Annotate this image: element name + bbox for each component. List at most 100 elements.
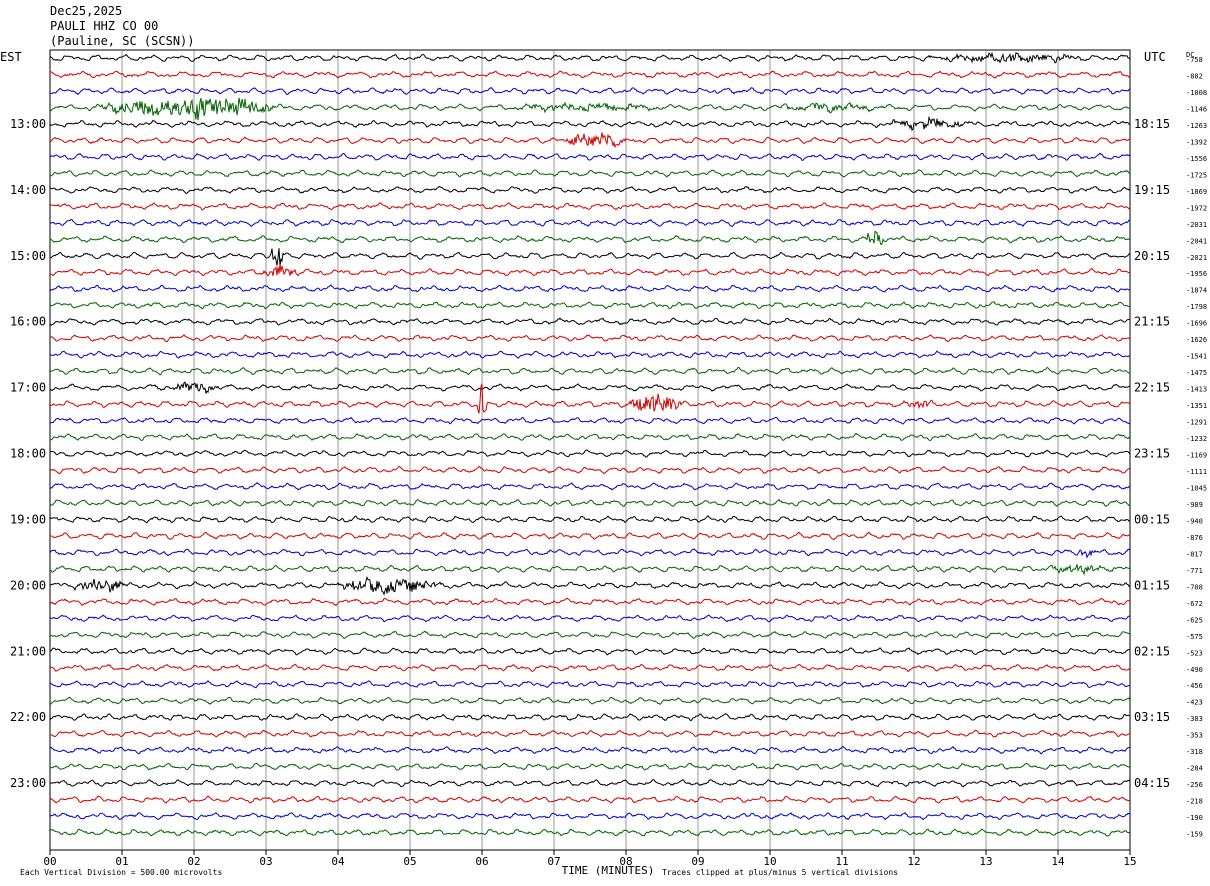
seismic-trace xyxy=(49,169,1131,178)
utc-hour-label: 04:15 xyxy=(1134,776,1170,790)
est-hour-label: 23:00 xyxy=(10,776,46,790)
x-tick-label: 15 xyxy=(1123,855,1136,868)
seismic-trace xyxy=(49,679,1131,689)
est-hour-label: 17:00 xyxy=(10,381,46,395)
utc-hour-label: 19:15 xyxy=(1134,183,1170,197)
dc-offset-label: -1111 xyxy=(1186,468,1207,476)
dc-offset-label: -708 xyxy=(1186,583,1203,591)
seismic-trace xyxy=(49,531,1131,541)
dc-offset-label: -1413 xyxy=(1186,386,1207,394)
dc-offset-label: -1541 xyxy=(1186,353,1207,361)
dc-offset-label: -672 xyxy=(1186,600,1203,608)
est-hour-label: 18:00 xyxy=(10,447,46,461)
seismic-trace xyxy=(49,97,1131,121)
footer-left: Each Vertical Division = 500.00 microvol… xyxy=(20,868,222,877)
dc-offset-label: -1146 xyxy=(1186,105,1207,113)
seismic-trace xyxy=(49,132,1131,149)
seismic-trace xyxy=(49,432,1131,442)
dc-offset-label: -1696 xyxy=(1186,320,1207,328)
seismic-trace xyxy=(49,350,1131,359)
x-axis-title: TIME (MINUTES) xyxy=(562,864,655,877)
utc-hour-label: 01:15 xyxy=(1134,578,1170,592)
x-tick-label: 01 xyxy=(115,855,128,868)
dc-offset-label: -1263 xyxy=(1186,122,1207,130)
seismic-trace xyxy=(49,317,1131,326)
dc-offset-label: -817 xyxy=(1186,550,1203,558)
dc-offset-label: -2041 xyxy=(1186,237,1207,245)
seismic-trace xyxy=(49,465,1131,475)
dc-offset-label: -1626 xyxy=(1186,336,1207,344)
est-label: EST xyxy=(0,50,22,64)
x-tick-label: 04 xyxy=(331,855,345,868)
utc-hour-label: 20:15 xyxy=(1134,249,1170,263)
x-tick-label: 08 xyxy=(619,855,632,868)
dc-offset-label: -353 xyxy=(1186,732,1203,740)
dc-offset-label: -575 xyxy=(1186,633,1203,641)
utc-label: UTC xyxy=(1144,50,1166,64)
footer-right: Traces clipped at plus/minus 5 vertical … xyxy=(662,868,898,877)
est-hour-label: 21:00 xyxy=(10,644,46,658)
utc-hour-label: 03:15 xyxy=(1134,710,1170,724)
utc-hour-label: 22:15 xyxy=(1134,381,1170,395)
dc-offset-label: -318 xyxy=(1186,748,1203,756)
seismic-trace xyxy=(49,696,1131,705)
dc-offset-label: -456 xyxy=(1186,682,1203,690)
dc-offset-label: -1169 xyxy=(1186,452,1207,460)
x-tick-label: 14 xyxy=(1051,855,1065,868)
dc-offset-label: -383 xyxy=(1186,715,1203,723)
seismic-trace xyxy=(49,115,1131,132)
dc-offset-label: -1045 xyxy=(1186,484,1207,492)
dc-offset-label: -758 xyxy=(1186,56,1203,64)
dc-offset-label: -1291 xyxy=(1186,419,1207,427)
dc-offset-label: -256 xyxy=(1186,781,1203,789)
station-label: PAULI HHZ CO 00 xyxy=(50,19,159,33)
seismic-trace xyxy=(49,811,1131,821)
seismic-trace xyxy=(49,333,1131,343)
dc-offset-label: -1956 xyxy=(1186,270,1207,278)
seismic-trace xyxy=(49,152,1131,161)
seismic-trace xyxy=(49,185,1131,194)
date-label: Dec25,2025 xyxy=(50,4,123,18)
seismic-trace xyxy=(49,382,1131,414)
x-tick-label: 03 xyxy=(259,855,272,868)
seismic-trace xyxy=(49,630,1131,639)
utc-hour-label: 23:15 xyxy=(1134,447,1170,461)
est-hour-label: 15:00 xyxy=(10,249,46,263)
dc-offset-label: -2031 xyxy=(1186,221,1207,229)
seismic-trace xyxy=(49,482,1131,491)
x-tick-label: 05 xyxy=(403,855,416,868)
x-tick-label: 06 xyxy=(475,855,488,868)
seismic-trace xyxy=(49,795,1131,804)
est-hour-label: 14:00 xyxy=(10,183,46,197)
seismic-trace xyxy=(49,51,1131,64)
x-tick-label: 00 xyxy=(43,855,56,868)
dc-offset-label: -190 xyxy=(1186,814,1203,822)
est-hour-label: 20:00 xyxy=(10,578,46,592)
x-tick-label: 07 xyxy=(547,855,560,868)
seismic-trace xyxy=(49,647,1131,656)
x-tick-label: 09 xyxy=(691,855,704,868)
dc-offset-label: -2021 xyxy=(1186,254,1207,262)
dc-offset-label: -1392 xyxy=(1186,138,1207,146)
seismic-trace xyxy=(49,576,1131,596)
dc-offset-label: -1232 xyxy=(1186,435,1207,443)
seismic-trace xyxy=(49,548,1131,559)
seismic-trace xyxy=(49,779,1131,788)
seismic-trace xyxy=(49,762,1131,771)
dc-offset-label: -940 xyxy=(1186,517,1203,525)
dc-offset-label: -771 xyxy=(1186,567,1203,575)
utc-hour-label: 02:15 xyxy=(1134,644,1170,658)
dc-label: DC xyxy=(1186,51,1194,59)
seismic-trace xyxy=(49,202,1131,211)
seismic-trace xyxy=(49,745,1131,755)
x-tick-label: 10 xyxy=(763,855,776,868)
dc-offset-label: -1874 xyxy=(1186,287,1207,295)
dc-offset-label: -1869 xyxy=(1186,188,1207,196)
dc-offset-label: -1475 xyxy=(1186,369,1207,377)
est-hour-label: 22:00 xyxy=(10,710,46,724)
dc-offset-label: -423 xyxy=(1186,699,1203,707)
utc-hour-label: 00:15 xyxy=(1134,512,1170,526)
dc-offset-label: -989 xyxy=(1186,501,1203,509)
dc-offset-label: -1556 xyxy=(1186,155,1207,163)
